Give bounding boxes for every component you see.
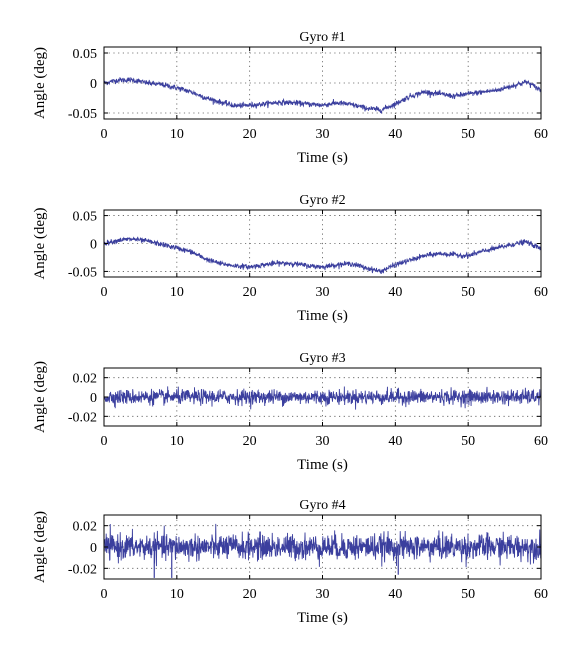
x-tick-label: 60 xyxy=(534,285,548,300)
x-tick-label: 10 xyxy=(170,434,184,449)
x-tick-label: 50 xyxy=(461,285,475,300)
y-tick-label: 0 xyxy=(90,391,97,406)
gyro-panel-1: Gyro #1 0 10 20 30 40 50 60 0.05 0 -0.05 Time (s) An… xyxy=(32,30,548,166)
y-axis-label: Angle (deg) xyxy=(32,511,48,583)
x-tick-label: 40 xyxy=(388,434,402,449)
x-axis-label: Time (s) xyxy=(297,150,348,166)
chart-title: Gyro #3 xyxy=(299,351,345,366)
x-tick-label: 40 xyxy=(388,587,402,602)
x-tick-label: 50 xyxy=(461,127,475,142)
y-tick-label: -0.05 xyxy=(68,107,97,122)
x-tick-label: 30 xyxy=(316,434,330,449)
x-tick-label: 50 xyxy=(461,587,475,602)
gyro-signal-line xyxy=(103,523,542,568)
x-tick-label: 20 xyxy=(243,587,257,602)
y-tick-label: 0 xyxy=(90,541,97,556)
chart-title: Gyro #4 xyxy=(299,498,345,513)
x-tick-label: 0 xyxy=(101,434,108,449)
y-tick-label: 0.05 xyxy=(73,47,98,62)
x-tick-label: 60 xyxy=(534,434,548,449)
gyro-panel-4: Gyro #4 0 10 20 30 40 50 60 0.02 0 -0.02 Time (s) An… xyxy=(32,498,548,626)
x-tick-label: 40 xyxy=(388,285,402,300)
x-tick-label: 0 xyxy=(101,587,108,602)
x-tick-label: 0 xyxy=(101,285,108,300)
x-tick-label: 60 xyxy=(534,587,548,602)
x-tick-label: 50 xyxy=(461,434,475,449)
y-tick-label: 0 xyxy=(90,77,97,92)
x-tick-label: 30 xyxy=(316,127,330,142)
y-tick-label: -0.05 xyxy=(68,265,97,280)
x-tick-label: 40 xyxy=(388,127,402,142)
y-tick-label: 0 xyxy=(90,238,97,253)
x-tick-label: 20 xyxy=(243,434,257,449)
x-tick-label: 0 xyxy=(101,127,108,142)
y-tick-label: -0.02 xyxy=(68,410,97,425)
y-tick-label: 0.05 xyxy=(73,210,98,225)
x-axis-label: Time (s) xyxy=(297,610,348,626)
x-tick-label: 10 xyxy=(170,285,184,300)
x-tick-label: 60 xyxy=(534,127,548,142)
x-tick-label: 10 xyxy=(170,127,184,142)
x-tick-label: 20 xyxy=(243,285,257,300)
x-tick-label: 10 xyxy=(170,587,184,602)
y-axis-label: Angle (deg) xyxy=(32,361,48,433)
chart-title: Gyro #1 xyxy=(299,30,345,45)
gyro-panel-2: Gyro #2 0 10 20 30 40 50 60 0.05 0 -0.05 Time (s) An… xyxy=(32,193,548,324)
x-tick-label: 30 xyxy=(316,587,330,602)
y-tick-label: -0.02 xyxy=(68,562,97,577)
x-axis-label: Time (s) xyxy=(297,308,348,324)
gyro-signal-line xyxy=(103,386,542,410)
x-axis-label: Time (s) xyxy=(297,457,348,473)
gyro-signal-line xyxy=(103,236,542,275)
y-axis-label: Angle (deg) xyxy=(32,47,48,119)
x-tick-label: 20 xyxy=(243,127,257,142)
gyro-signal-line xyxy=(103,76,542,114)
y-axis-label: Angle (deg) xyxy=(32,207,48,279)
y-tick-label: 0.02 xyxy=(73,520,98,535)
x-tick-label: 30 xyxy=(316,285,330,300)
chart-title: Gyro #2 xyxy=(299,193,345,208)
gyro-panel-3: Gyro #3 0 10 20 30 40 50 60 0.02 0 -0.02 Time (s) An… xyxy=(32,351,548,473)
y-tick-label: 0.02 xyxy=(73,372,98,387)
